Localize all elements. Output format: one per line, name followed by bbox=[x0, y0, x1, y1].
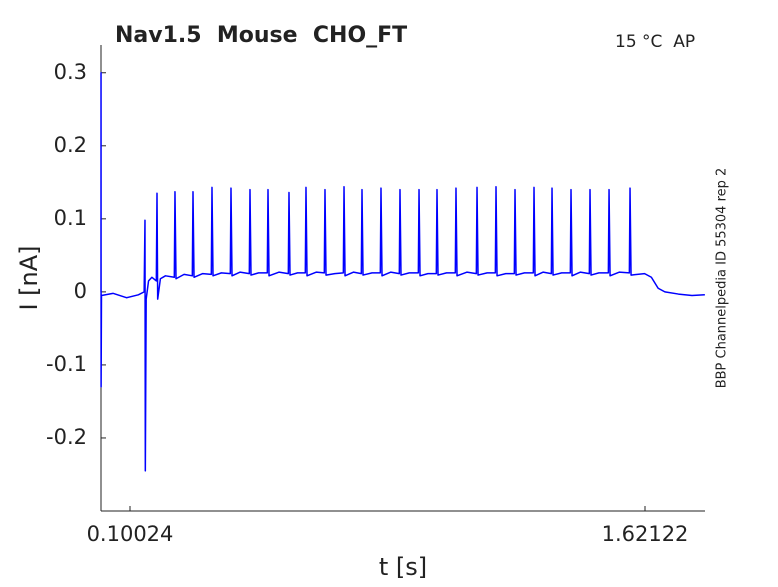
chart-title: Nav1.5 Mouse CHO_FT bbox=[115, 23, 407, 48]
y-tick-label: 0.3 bbox=[54, 60, 87, 84]
annotation: BBP Channelpedia ID 55304 rep 2 bbox=[715, 168, 730, 389]
y-tick-label: -0.1 bbox=[46, 352, 87, 376]
y-axis-label: I [nA] bbox=[15, 245, 43, 310]
x-tick-label: 1.62122 bbox=[602, 522, 689, 546]
annotation: 15 °C AP bbox=[615, 32, 695, 52]
y-tick-label: 0 bbox=[74, 279, 87, 303]
x-axis-label: t [s] bbox=[379, 553, 427, 581]
y-tick-label: 0.2 bbox=[54, 133, 87, 157]
y-tick-label: -0.2 bbox=[46, 425, 87, 449]
x-tick-label: 0.10024 bbox=[87, 522, 174, 546]
line bbox=[100, 72, 705, 472]
y-tick-label: 0.1 bbox=[54, 206, 87, 230]
